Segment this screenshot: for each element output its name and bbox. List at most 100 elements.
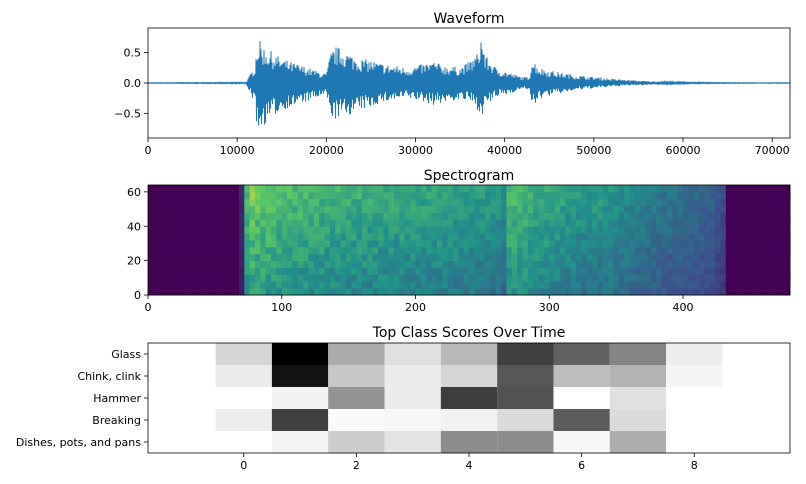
spectrogram-cell bbox=[501, 253, 507, 262]
spectrogram-cell bbox=[538, 212, 545, 220]
spectrogram-cell bbox=[629, 185, 636, 193]
spectrogram-cell bbox=[479, 185, 486, 193]
spectrogram-cell bbox=[233, 240, 240, 248]
spectrogram-cell bbox=[372, 288, 379, 296]
score-cell bbox=[553, 409, 610, 431]
spectrogram-cell bbox=[372, 226, 379, 234]
spectrogram-cell bbox=[233, 274, 240, 282]
spectrogram-cell bbox=[463, 274, 470, 282]
spectrogram-cell bbox=[709, 260, 716, 268]
spectrogram-cell bbox=[351, 191, 358, 200]
spectrogram-cell bbox=[292, 281, 299, 289]
spectrogram-cell bbox=[495, 226, 502, 234]
spectrogram-cell bbox=[586, 260, 593, 268]
spectrogram-cell bbox=[190, 267, 197, 275]
spectrogram-cell bbox=[222, 281, 229, 289]
spectrogram-cell bbox=[158, 274, 165, 282]
spectrogram-cell bbox=[287, 191, 293, 200]
spectrogram-cell bbox=[169, 260, 176, 268]
score-cell bbox=[440, 387, 498, 409]
spectrogram-cell bbox=[645, 198, 652, 207]
spectrogram-cell bbox=[180, 288, 186, 296]
spectrogram-cell bbox=[517, 260, 523, 268]
spectrogram-cell bbox=[201, 185, 208, 193]
spectrogram-cell bbox=[447, 240, 454, 248]
spectrogram-cell bbox=[661, 185, 668, 193]
spectrogram-cell bbox=[656, 274, 662, 282]
spectrogram-cell bbox=[367, 185, 374, 193]
spectrogram-cell bbox=[768, 226, 775, 234]
spectrogram-cell bbox=[731, 212, 737, 220]
spectrogram-cell bbox=[592, 246, 598, 255]
spectrogram-cell bbox=[704, 267, 711, 275]
spectrogram-cell bbox=[362, 191, 368, 200]
spectrogram-cell bbox=[233, 226, 240, 234]
spectrogram-cell bbox=[276, 246, 283, 255]
spectrogram-cell bbox=[260, 205, 267, 213]
spectrogram-cell bbox=[153, 212, 160, 220]
spectrogram-cell bbox=[271, 226, 277, 234]
spectrogram-cell bbox=[522, 205, 529, 213]
spectrogram-cell bbox=[715, 246, 721, 255]
spectrogram-cell bbox=[394, 233, 400, 241]
spectrogram-cell bbox=[608, 233, 614, 241]
spectrogram-cell bbox=[388, 240, 395, 248]
spectrogram-cell bbox=[773, 246, 780, 255]
spectrogram-cell bbox=[458, 281, 465, 289]
spectrogram-cell bbox=[549, 226, 555, 234]
spectrogram-cell bbox=[324, 253, 331, 262]
spectrogram-cell bbox=[640, 260, 646, 268]
spectrogram-cell bbox=[634, 240, 641, 248]
spectrogram-cell bbox=[399, 267, 406, 275]
spectrogram-cell bbox=[324, 185, 331, 193]
spectrogram-cell bbox=[378, 288, 384, 296]
spectrogram-cell bbox=[447, 226, 454, 234]
spectrogram-cell bbox=[586, 205, 593, 213]
spectrogram-cell bbox=[752, 198, 759, 207]
spectrogram-cell bbox=[436, 288, 443, 296]
x-tick-label: 70000 bbox=[755, 144, 790, 157]
spectrogram-cell bbox=[506, 226, 513, 234]
spectrogram-cell bbox=[725, 198, 732, 207]
spectrogram-cell bbox=[645, 212, 652, 220]
spectrogram-cell bbox=[613, 185, 620, 193]
spectrogram-cell bbox=[549, 281, 555, 289]
spectrogram-cell bbox=[565, 288, 572, 296]
spectrogram-cell bbox=[747, 185, 753, 193]
spectrogram-cell bbox=[495, 288, 502, 296]
spectrogram-cell bbox=[287, 198, 293, 207]
spectrogram-cell bbox=[784, 219, 791, 227]
spectrogram-cell bbox=[442, 274, 448, 282]
spectrogram-cell bbox=[501, 274, 507, 282]
spectrogram-cell bbox=[442, 191, 448, 200]
spectrogram-cell bbox=[458, 246, 465, 255]
spectrogram-cell bbox=[485, 185, 491, 193]
spectrogram-cell bbox=[650, 260, 657, 268]
spectrogram-cell bbox=[485, 246, 491, 255]
spectrogram-cell bbox=[485, 212, 491, 220]
spectrogram-cell bbox=[485, 198, 491, 207]
spectrogram-cell bbox=[720, 267, 727, 275]
spectrogram-cell bbox=[565, 205, 572, 213]
spectrogram-cell bbox=[522, 246, 529, 255]
spectrogram-cell bbox=[244, 267, 251, 275]
spectrogram-cell bbox=[324, 205, 331, 213]
spectrogram-cell bbox=[185, 267, 192, 275]
spectrogram-cell bbox=[238, 219, 245, 227]
spectrogram-cell bbox=[506, 240, 513, 248]
spectrogram-cell bbox=[265, 253, 272, 262]
spectrogram-cell bbox=[249, 267, 256, 275]
spectrogram-cell bbox=[570, 281, 577, 289]
spectrogram-cell bbox=[613, 260, 620, 268]
spectrogram-cell bbox=[185, 198, 192, 207]
spectrogram-cell bbox=[688, 281, 695, 289]
spectrogram-cell bbox=[388, 281, 395, 289]
spectrogram-cell bbox=[345, 185, 352, 193]
spectrogram-cell bbox=[276, 253, 283, 262]
spectrogram-cell bbox=[645, 191, 652, 200]
spectrogram-cell bbox=[618, 253, 625, 262]
spectrogram-cell bbox=[666, 260, 673, 268]
spectrogram-cell bbox=[554, 260, 561, 268]
spectrogram-cell bbox=[378, 253, 384, 262]
y-tick-label: 0.5 bbox=[124, 46, 142, 59]
